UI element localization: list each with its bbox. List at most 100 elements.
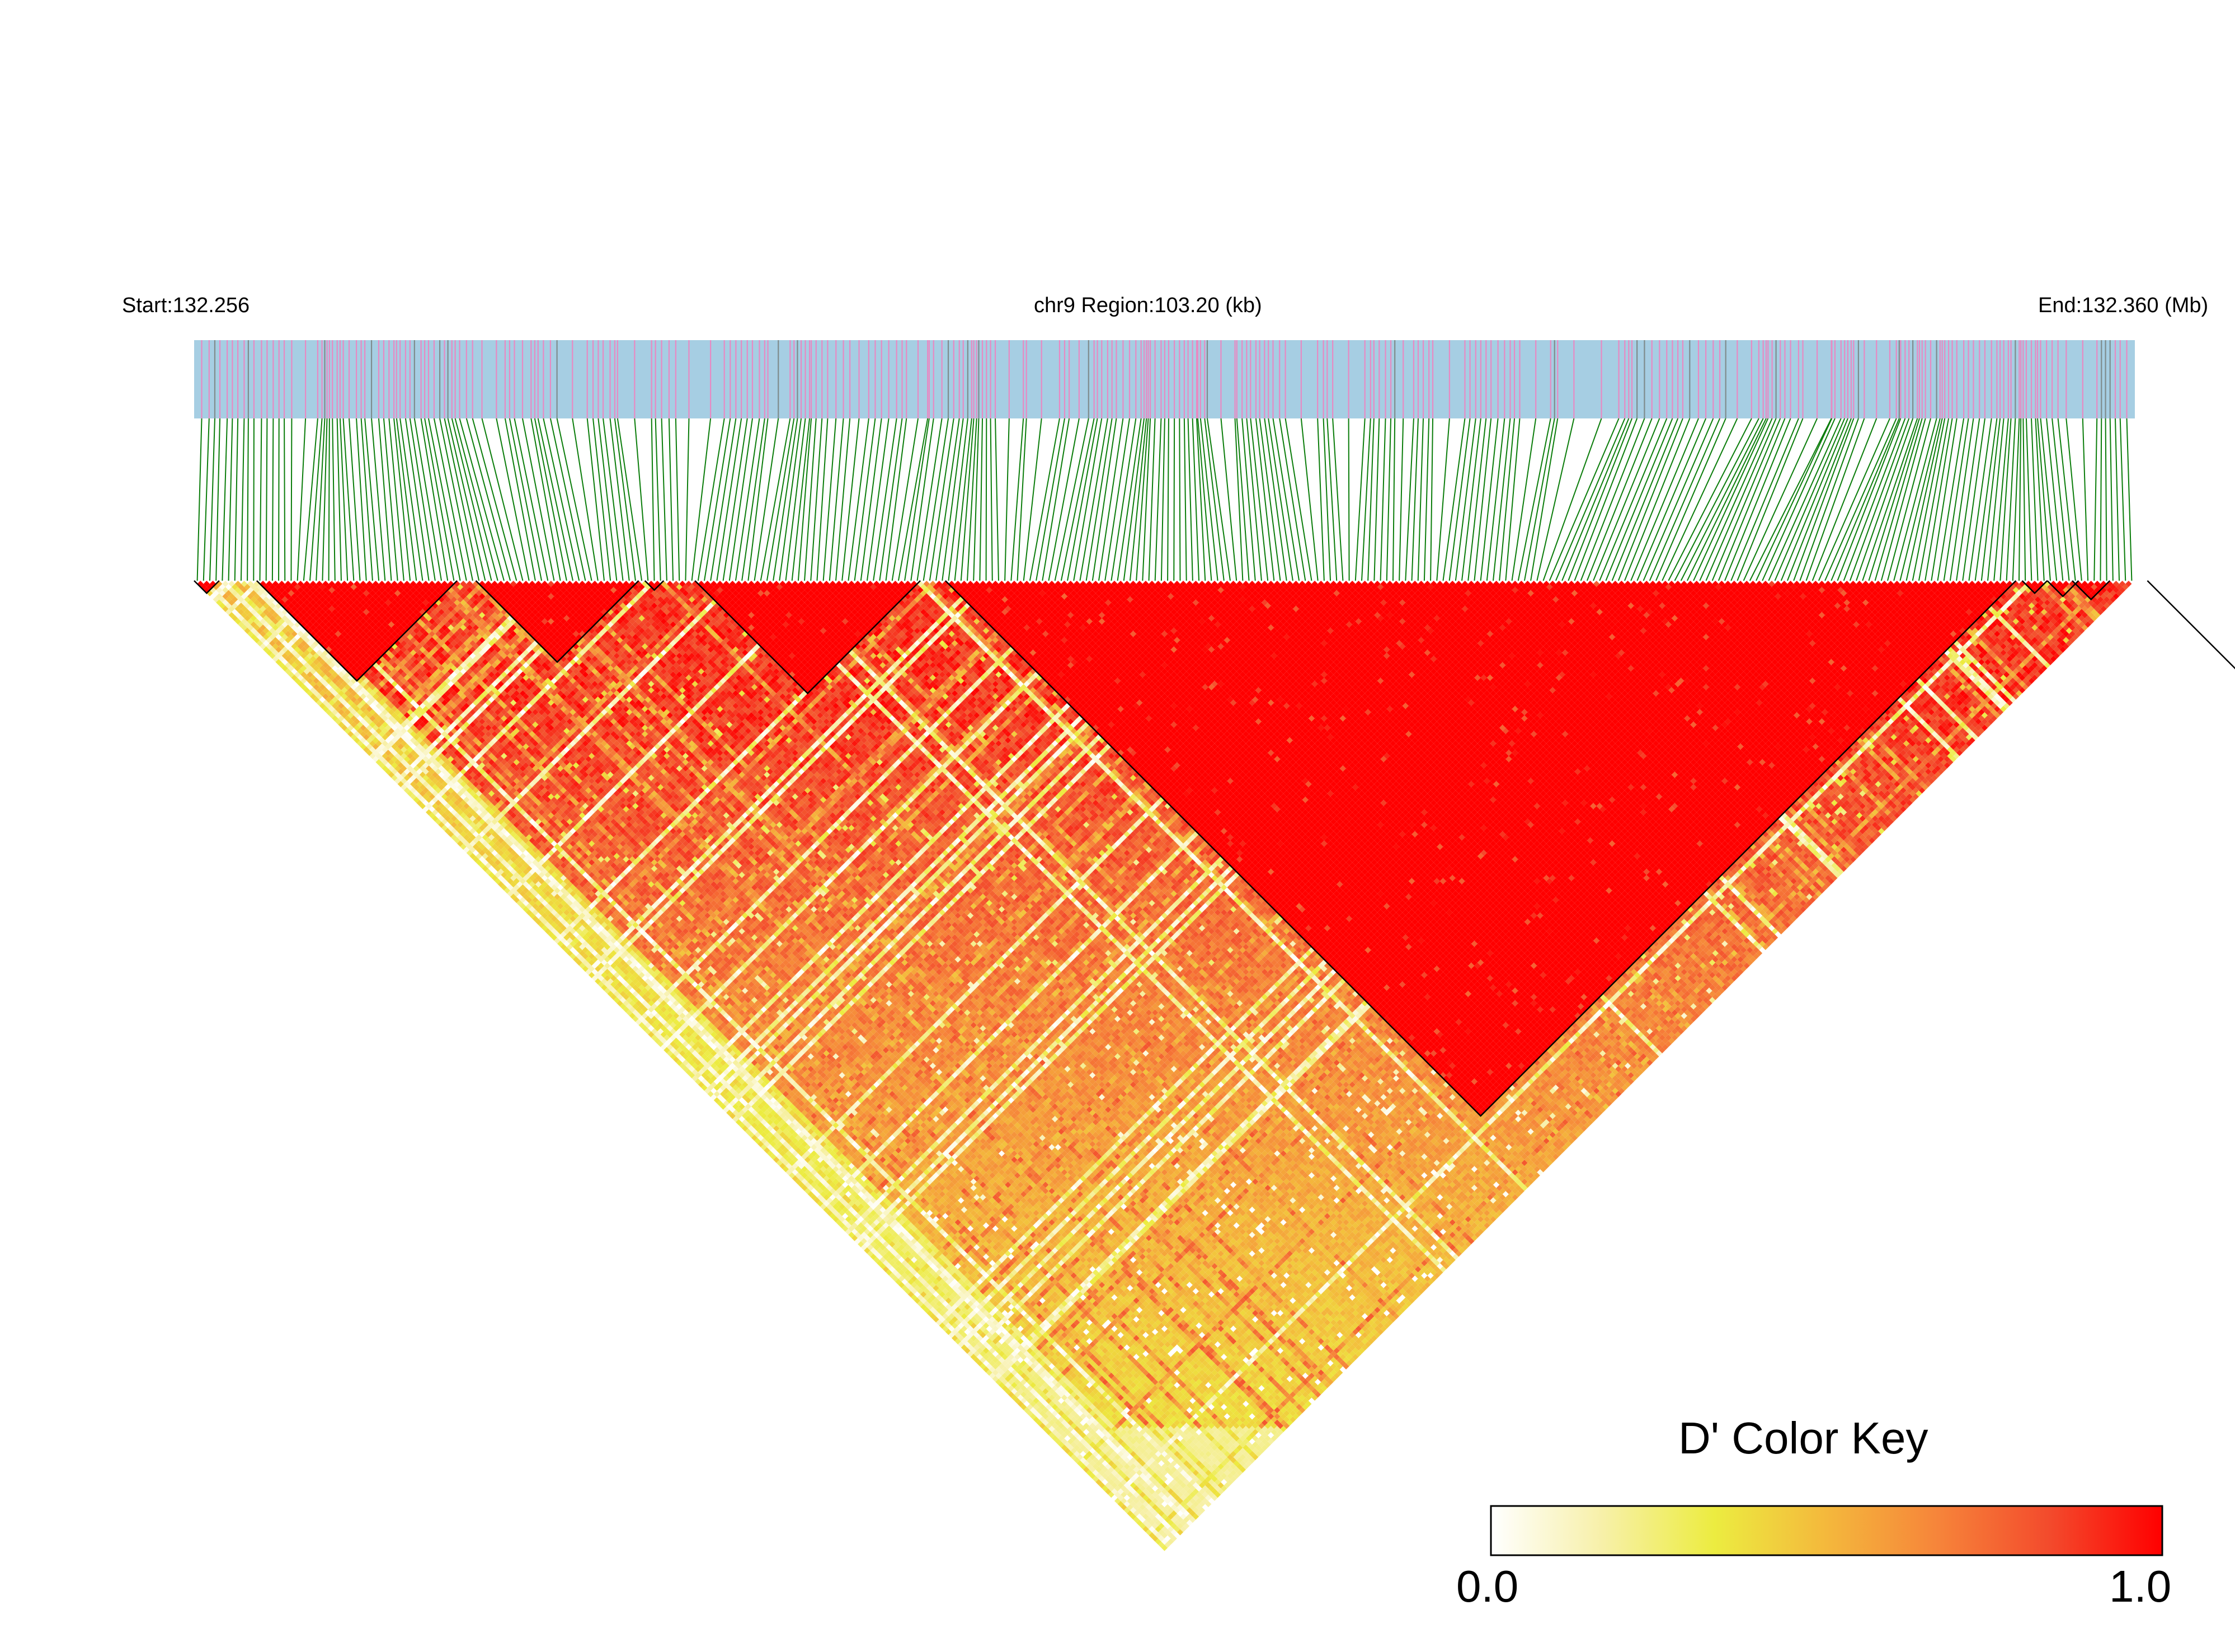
snp-connector-line [1042,418,1069,581]
snp-connector-line [1637,418,1706,581]
snp-connector-line [1644,418,1714,581]
snp-connector-line [384,418,398,581]
snp-connector-line [197,418,202,581]
snp-connector-line [2083,418,2088,581]
snp-connector-line [652,418,655,581]
snp-connector-line [1587,418,1652,581]
snp-connector-line [1161,418,1165,581]
snp-connector-line [991,418,992,581]
snp-connector-line [2094,418,2097,581]
snp-connector-line [1155,418,1161,581]
snp-connector-line [905,418,929,581]
snp-connector-line [1881,418,1926,581]
snp-connector-line [332,418,335,581]
snp-connector-line [1301,418,1318,581]
snp-connector-line [942,418,963,581]
snp-connector-line [1656,418,1726,581]
snp-connector-line [669,418,673,581]
snp-connector-line [1318,418,1324,581]
snp-connector-line [742,418,765,581]
snp-connector-line [730,418,752,581]
snp-connector-line [785,418,805,581]
snp-connector-line [676,418,679,581]
snp-connector-line [1975,418,1997,581]
snp-connector-line [1631,418,1698,581]
snp-connector-line [298,418,305,581]
snp-connector-line [817,418,827,581]
snp-connector-line [344,418,354,581]
snp-connector-line [1099,418,1123,581]
snp-connector-line [1080,418,1107,581]
snp-connector-line [1327,418,1337,581]
snp-connector-line [2019,418,2021,581]
snp-connector-line [1844,418,1905,581]
snp-connector-line [371,418,385,581]
snp-connector-line [930,418,954,581]
snp-connector-line [2026,418,2031,581]
snp-connector-line [924,418,948,581]
snp-connector-line [496,418,529,581]
snp-connector-line [973,418,978,581]
snp-connector-line [1393,418,1395,581]
snp-connector-line [2100,418,2101,581]
snp-connector-line [379,418,392,581]
snp-connector-line [1969,418,1991,581]
snp-connector-line [523,418,554,581]
snp-connector-line [400,418,422,581]
snp-connector-line [253,418,254,581]
snp-connector-line [2106,418,2107,581]
snp-connector-line [1005,418,1009,581]
snp-connector-line [1399,418,1403,581]
snp-connector-line [736,418,759,581]
snp-connector-line [1593,418,1659,581]
snp-connector-line [329,418,330,581]
snp-connector-line [1221,418,1236,581]
snp-connector-line [1537,418,1574,581]
snp-connector-line [1418,418,1423,581]
snp-connector-line [811,418,822,581]
snp-connector-line [1207,418,1230,581]
snp-connector-line [1982,418,2000,581]
snp-connector-line [272,418,273,581]
snp-connector-line [2066,418,2082,581]
snp-connector-line [1093,418,1117,581]
snp-connector-line [1387,418,1391,581]
snp-connector-lines [197,418,2132,581]
snp-connector-line [1124,418,1144,581]
snp-connector-line [634,418,648,581]
ld-heatmap-cells [197,581,2132,1551]
snp-connector-line [917,418,942,581]
snp-connector-line [1963,418,1985,581]
snp-connector-line [1837,418,1900,581]
snp-connector-line [662,418,667,581]
snp-connector-line [1719,418,1785,581]
snp-connector-line [241,418,244,581]
snp-connector-line [1381,418,1386,581]
snp-connector-line [1188,418,1193,581]
snp-connector-line [1431,418,1433,581]
snp-connector-line [1775,418,1845,581]
snp-connector-line [1204,418,1224,581]
snp-connector-line [879,418,902,581]
snp-connector-line [1048,418,1079,581]
snp-connector-line [266,418,267,581]
snp-connector-line [848,418,868,581]
snp-position-track [194,340,2135,418]
snp-connector-line [1184,418,1187,581]
snp-connector-line [1650,418,1720,581]
snp-connector-line [1086,418,1112,581]
snp-connector-line [2115,418,2119,581]
snp-connector-line [855,418,876,581]
snp-connector-line [1756,418,1832,581]
snp-connector-line [1456,418,1476,581]
snp-connector-line [1168,418,1169,581]
snp-connector-line [1944,418,1969,581]
snp-connector-line [980,418,982,581]
snp-connector-line [842,418,859,581]
snp-connector-line [2127,418,2132,581]
snp-connector-line [948,418,967,581]
snp-connector-line [284,418,285,581]
snp-connector-line [804,418,816,581]
